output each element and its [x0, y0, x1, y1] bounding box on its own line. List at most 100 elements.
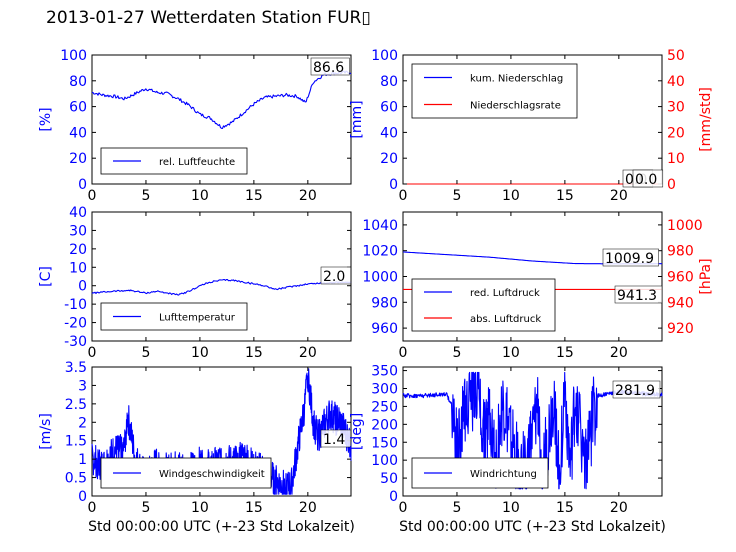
y-tick-label: 0 — [78, 489, 87, 505]
y-tick-label: 100 — [371, 48, 398, 64]
x-tick-label: 5 — [452, 345, 461, 361]
y-tick-label-right: 980 — [667, 244, 694, 260]
x-axis-label: Std 00:00:00 UTC (+-23 Std Lokalzeit) — [88, 519, 355, 535]
value-annotation: 0.0 — [635, 172, 657, 188]
x-tick-label: 20 — [610, 345, 628, 361]
y-tick-label: 1040 — [362, 218, 398, 234]
legend-label: red. Luftdruck — [470, 288, 540, 299]
y-tick-label: 10 — [69, 260, 87, 276]
x-tick-label: 15 — [556, 345, 574, 361]
y-tick-label: -10 — [64, 297, 87, 313]
y-tick-label-right: 40 — [667, 74, 685, 90]
y-tick-label: 1020 — [362, 244, 398, 260]
legend-label: Windrichtung — [470, 469, 537, 480]
y-axis-label: [%] — [38, 107, 54, 131]
y-tick-label: 20 — [69, 151, 87, 167]
y-tick-label: 980 — [371, 295, 398, 311]
y-tick-label: 80 — [69, 74, 87, 90]
y-tick-label: 350 — [371, 364, 398, 380]
y-tick-label: 0.5 — [65, 471, 87, 487]
y-tick-label: 0 — [78, 279, 87, 295]
value-annotation: 281.9 — [615, 383, 655, 399]
x-tick-label: 15 — [245, 500, 263, 516]
y-tick-label: 1.5 — [65, 434, 87, 450]
value-annotation: 1009.9 — [605, 251, 654, 267]
y-tick-label: 80 — [380, 74, 398, 90]
x-axis-label: Std 00:00:00 UTC (+-23 Std Lokalzeit) — [399, 519, 666, 535]
y-tick-label: 2.5 — [65, 397, 87, 413]
y-tick-label: 1000 — [362, 270, 398, 286]
y-tick-label: 200 — [371, 417, 398, 433]
x-tick-label: 10 — [191, 500, 209, 516]
x-tick-label: 10 — [502, 188, 520, 204]
x-tick-label: 10 — [502, 500, 520, 516]
y-axis-label: [C] — [38, 266, 54, 287]
legend-label: rel. Luftfeuchte — [159, 157, 235, 168]
y-tick-label: 3.5 — [65, 360, 87, 376]
y-tick-label: -30 — [64, 334, 87, 350]
y-tick-label-right: 30 — [667, 100, 685, 116]
y-tick-label: 2 — [78, 415, 87, 431]
y-tick-label-right: 20 — [667, 125, 685, 141]
value-annotation-box — [310, 57, 350, 76]
x-tick-label: 20 — [610, 188, 628, 204]
series-line — [91, 278, 352, 296]
y-tick-label: 150 — [371, 435, 398, 451]
value-annotation: 86.6 — [313, 60, 344, 76]
y-tick-label: 100 — [371, 453, 398, 469]
x-tick-label: 20 — [299, 345, 317, 361]
value-annotation-box — [602, 248, 659, 267]
x-tick-label: 20 — [610, 500, 628, 516]
value-annotation-box — [632, 169, 664, 188]
x-tick-label: 15 — [245, 345, 263, 361]
value-annotation: 941.3 — [617, 288, 657, 304]
chart-humidity: 0 5 10 15 20 0 20 40 60 80 100 [%] rel. Luftfeuchte 8… — [38, 48, 352, 204]
plot-frame — [91, 54, 352, 185]
y-tick-label: 3 — [78, 378, 87, 394]
legend-label: Lufttemperatur — [159, 313, 236, 324]
y-tick-label-right: 0 — [667, 177, 676, 193]
legend-label: abs. Luftdruck — [470, 314, 541, 325]
y-tick-label-right: 940 — [667, 295, 694, 311]
y-tick-label: 250 — [371, 399, 398, 415]
y-axis-label: [m/s] — [38, 413, 54, 450]
value-annotation: 1.4 — [323, 432, 345, 448]
y-tick-label-right: 10 — [667, 151, 685, 167]
x-tick-label: 0 — [399, 345, 408, 361]
y-tick-label: 40 — [69, 205, 87, 221]
value-annotation-box — [614, 285, 663, 304]
chart-temperature: 0 5 10 15 20 -30 -20 -10 0 10 20 30 40 [C] Lufttempera… — [38, 205, 352, 361]
y-axis-label: [deg] — [349, 413, 365, 450]
x-tick-label: 20 — [299, 500, 317, 516]
y-tick-label-right: 960 — [667, 270, 694, 286]
y-tick-label: 20 — [69, 242, 87, 258]
y-tick-label: 50 — [380, 471, 398, 487]
x-tick-label: 0 — [88, 345, 97, 361]
y-tick-label: 40 — [380, 125, 398, 141]
chart-precip: 0 5 10 15 20 0 20 40 60 80 100 0 10 20 30 40 50 [mm] [mm/s… — [349, 48, 714, 204]
x-tick-label: 15 — [556, 500, 574, 516]
value-annotation-box — [320, 429, 352, 448]
value-annotation-box — [612, 380, 661, 399]
y-tick-label: 20 — [380, 151, 398, 167]
y-tick-label: 60 — [69, 100, 87, 116]
legend-label: Niederschlagsrate — [470, 101, 561, 112]
x-tick-label: 15 — [556, 188, 574, 204]
chart-pressure: 0 5 10 15 20 960 980 1000 1020 1040 920 940 960 980 10… — [362, 211, 714, 361]
series-line — [91, 70, 352, 129]
x-tick-label: 0 — [399, 500, 408, 516]
x-tick-label: 0 — [399, 188, 408, 204]
y-tick-label-right: 50 — [667, 48, 685, 64]
y-axis-label-right: [mm/std] — [698, 87, 714, 152]
x-tick-label: 5 — [141, 500, 150, 516]
y-tick-label: 1 — [78, 452, 87, 468]
figure-title: 2013-01-27 Wetterdaten Station FUR▯ — [46, 8, 371, 28]
x-tick-label: 5 — [141, 345, 150, 361]
y-tick-label-right: 1000 — [667, 218, 703, 234]
y-tick-label-right: 920 — [667, 321, 694, 337]
value-annotation: 2.0 — [323, 269, 345, 285]
